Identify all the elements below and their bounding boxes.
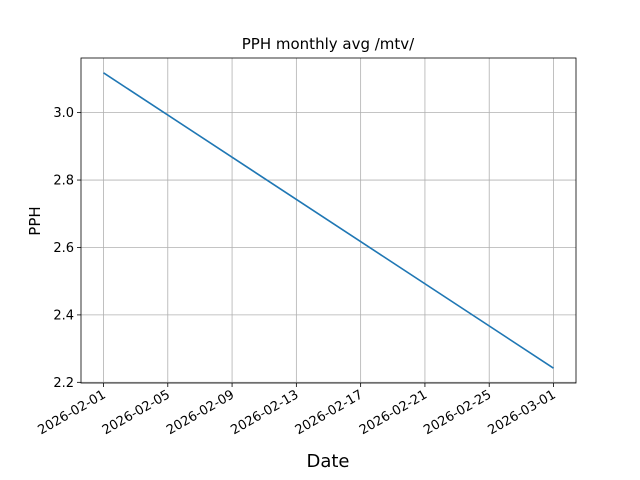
x-tick-label: 2026-02-01 — [36, 387, 109, 438]
line — [103, 72, 554, 369]
y-tick-label: 2.4 — [53, 308, 74, 323]
x-tick-label: 2026-02-13 — [228, 387, 301, 438]
axes-frame — [80, 57, 577, 384]
x-tick-label: 2026-02-09 — [164, 387, 237, 438]
chart-title: PPH monthly avg /mtv/ — [242, 35, 415, 53]
x-axis-label: Date — [306, 451, 349, 472]
x-tick-label: 2026-02-17 — [293, 387, 366, 438]
x-tick-label: 2026-02-25 — [421, 387, 494, 438]
x-tick-label: 2026-02-05 — [100, 387, 173, 438]
y-tick-label: 2.8 — [53, 174, 74, 189]
y-tick-label: 2.2 — [53, 376, 74, 391]
y-axis-label: PPH — [26, 206, 44, 235]
x-tick-label: 2026-02-21 — [357, 387, 430, 438]
y-tick-label: 2.6 — [53, 241, 74, 256]
x-tick-label: 2026-03-01 — [486, 387, 559, 438]
y-tick-label: 3.0 — [53, 106, 74, 121]
